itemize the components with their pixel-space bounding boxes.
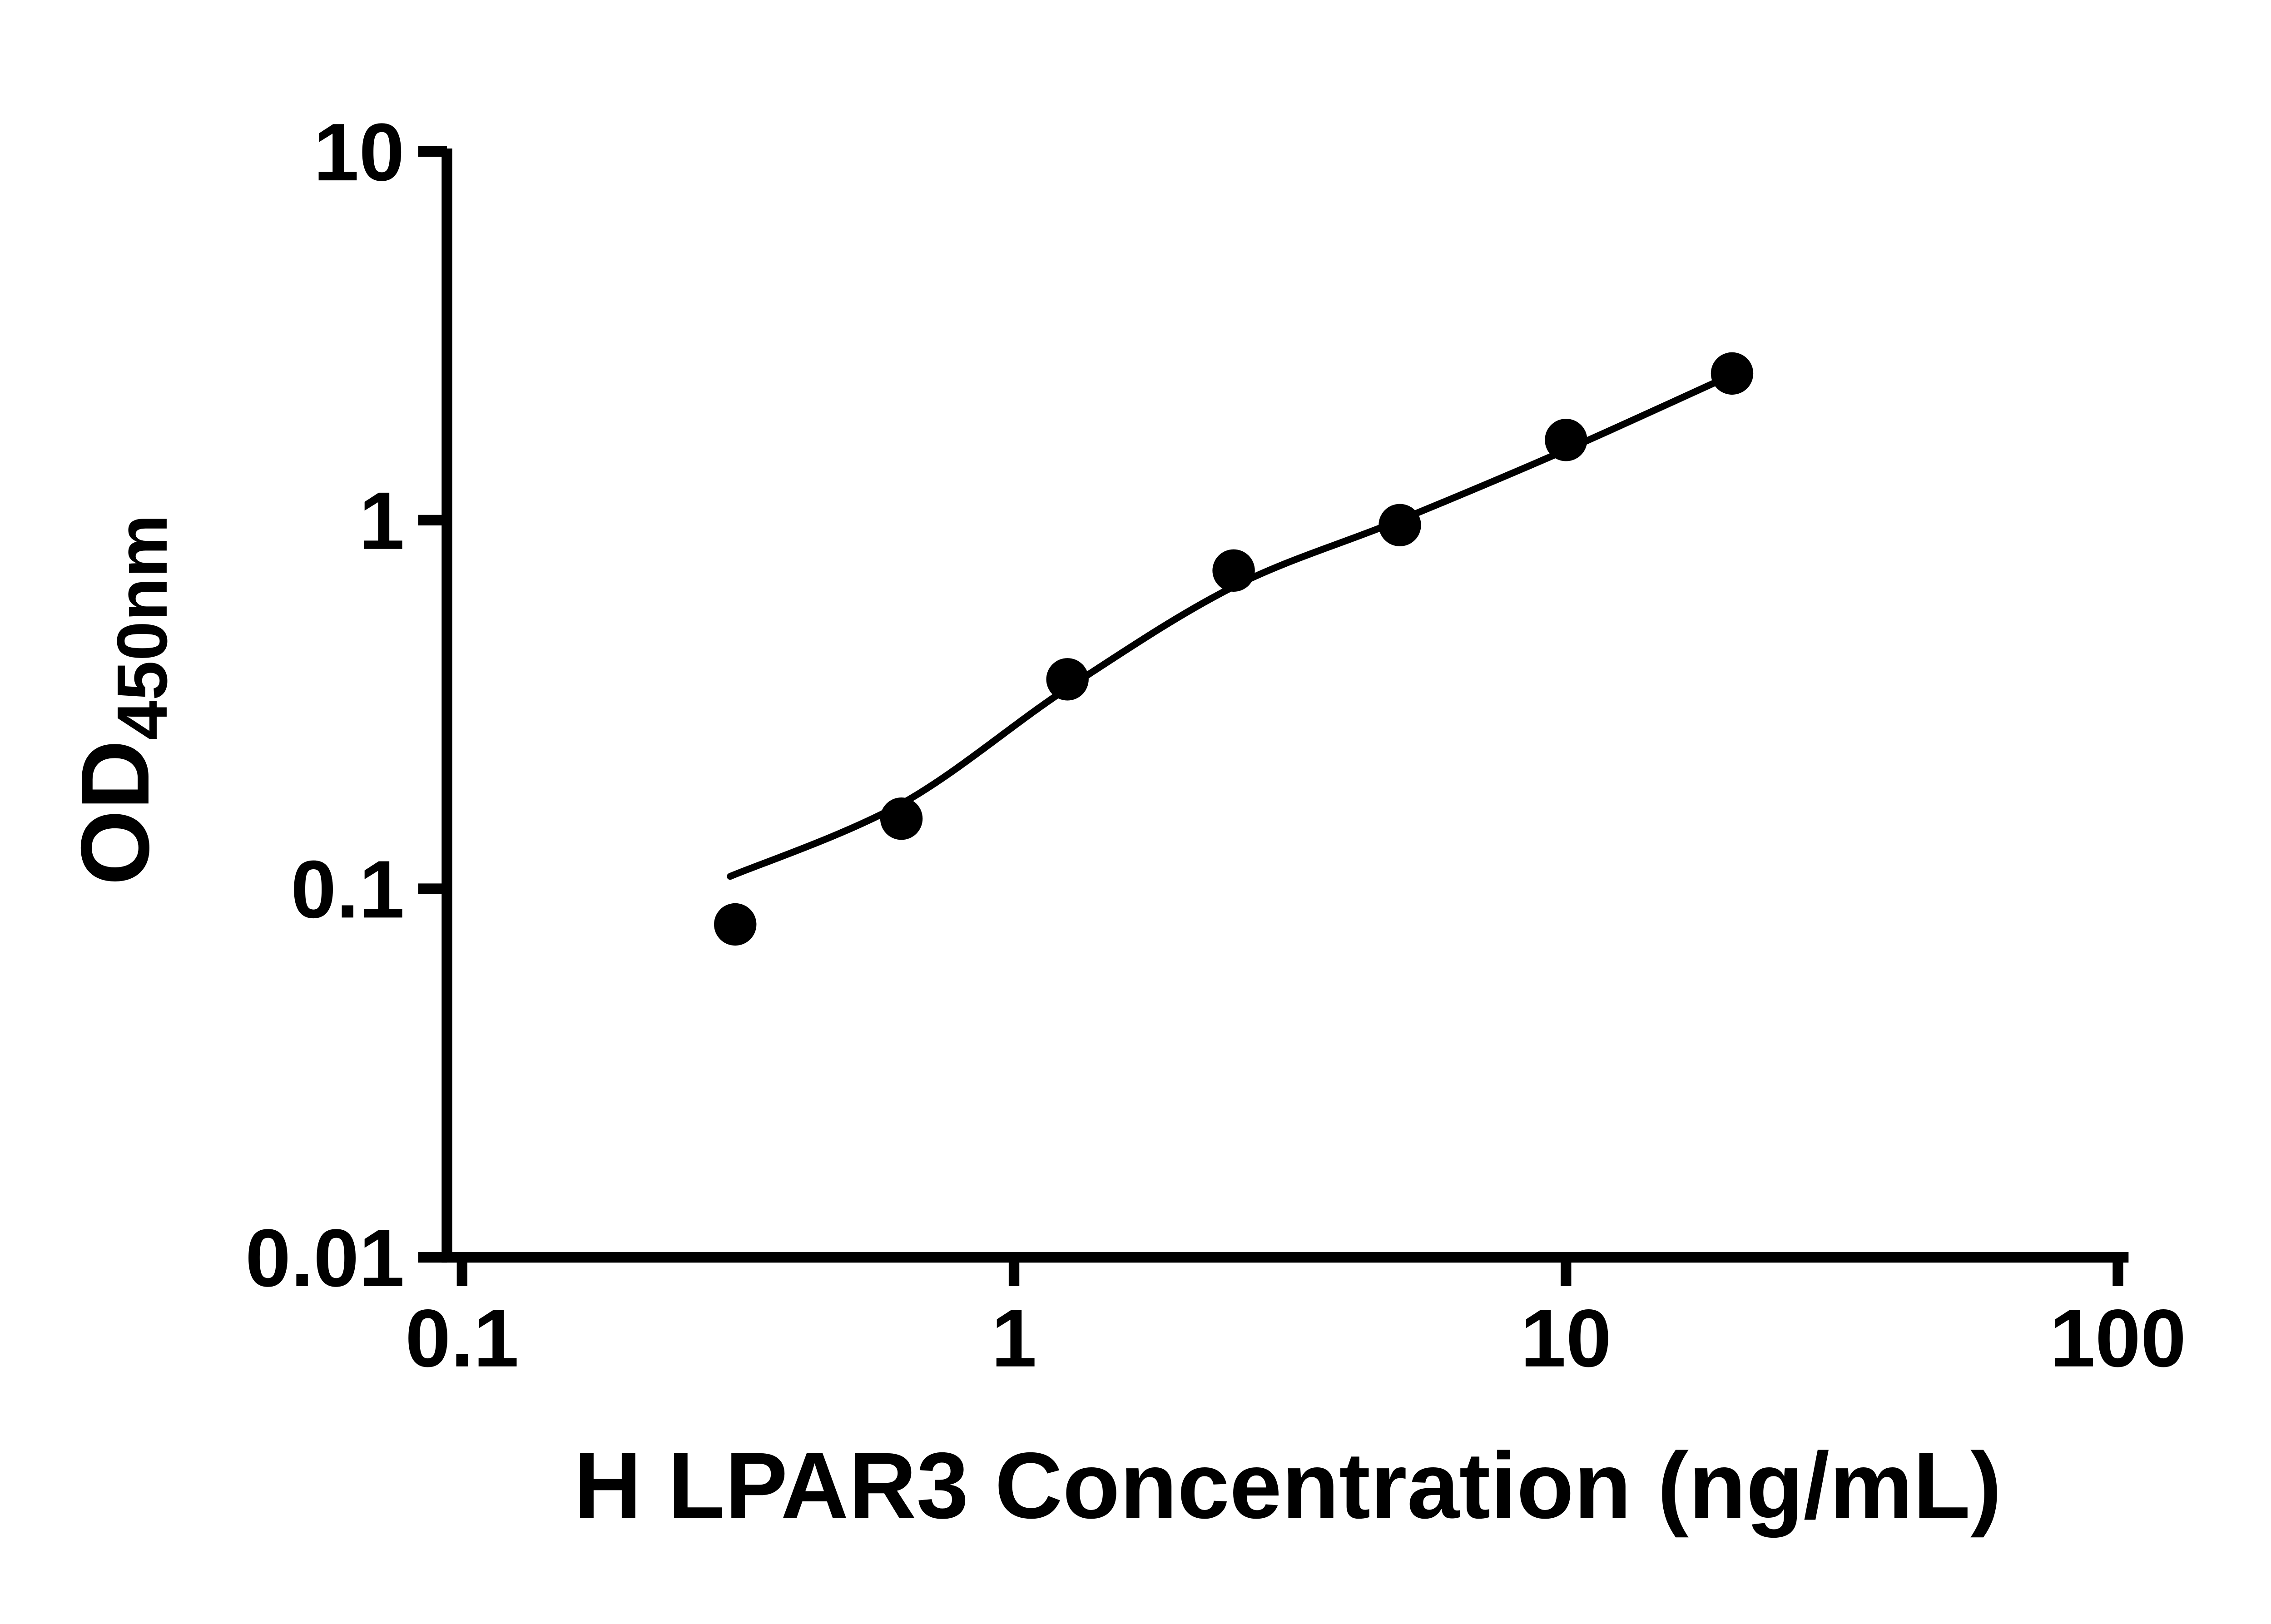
data-point (1545, 419, 1587, 461)
y-axis-tick-label: 1 (359, 475, 404, 567)
x-axis-title: H LPAR3 Concentration (ng/mL) (574, 1433, 2002, 1538)
y-axis-tick-label: 0.1 (291, 844, 404, 935)
data-point (1212, 549, 1255, 592)
data-point (1378, 504, 1421, 546)
y-axis-tick-label: 10 (313, 107, 404, 198)
x-axis-tick-label: 10 (1521, 1293, 1612, 1384)
x-axis-tick-label: 1 (991, 1293, 1036, 1384)
y-axis-title: OD450nm (61, 515, 182, 886)
y-axis-title-base: OD (61, 740, 169, 885)
data-point (1046, 658, 1089, 701)
x-axis-tick-label: 100 (2050, 1293, 2187, 1384)
y-axis-tick-label: 0.01 (245, 1213, 405, 1304)
data-point (714, 903, 757, 946)
data-point (880, 797, 923, 840)
data-point (1711, 352, 1754, 395)
axes (441, 149, 2129, 1263)
y-axis-title-subscript: 450nm (103, 515, 182, 740)
x-axis-tick-label: 0.1 (405, 1293, 519, 1384)
